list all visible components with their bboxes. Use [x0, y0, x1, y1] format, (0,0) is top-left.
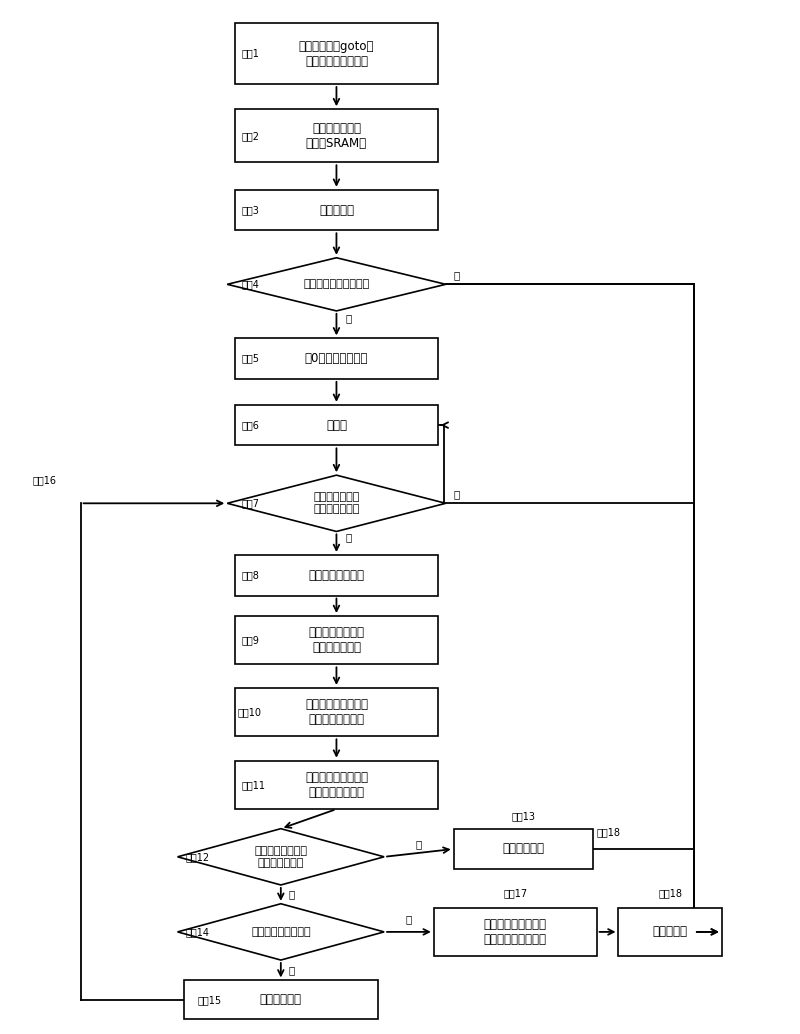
Text: 否: 否: [454, 489, 460, 499]
Text: 步骤11: 步骤11: [241, 780, 265, 790]
FancyBboxPatch shape: [454, 829, 593, 869]
FancyBboxPatch shape: [235, 110, 438, 162]
FancyBboxPatch shape: [235, 688, 438, 736]
Text: 是: 是: [346, 531, 352, 542]
Text: 取0状态的状态信息: 取0状态的状态信息: [305, 353, 368, 365]
Polygon shape: [227, 257, 446, 311]
Text: 把匹配结果与原始数
据包组合成新数据包: 把匹配结果与原始数 据包组合成新数据包: [484, 918, 546, 946]
Text: 取下一个字符: 取下一个字符: [260, 994, 302, 1006]
Polygon shape: [178, 904, 384, 960]
Text: 否: 否: [454, 270, 460, 280]
Text: 步骤4: 步骤4: [241, 279, 259, 290]
FancyBboxPatch shape: [235, 189, 438, 231]
Text: 新的字符是否在
有效字符范围内: 新的字符是否在 有效字符范围内: [314, 492, 360, 514]
Text: 接收数据包: 接收数据包: [319, 204, 354, 216]
Text: 步骤16: 步骤16: [33, 475, 57, 485]
Text: 依据取得的状态号计
算下一个状态地址: 依据取得的状态号计 算下一个状态地址: [305, 698, 368, 726]
Text: 否: 否: [289, 965, 295, 975]
Text: 步骤9: 步骤9: [241, 635, 259, 645]
Polygon shape: [178, 828, 384, 885]
FancyBboxPatch shape: [183, 980, 378, 1020]
Text: 步骤10: 步骤10: [237, 707, 261, 718]
Text: 步骤6: 步骤6: [241, 420, 259, 430]
Text: 是: 是: [346, 313, 352, 324]
FancyBboxPatch shape: [235, 761, 438, 810]
Text: 数据包是否匹配结束: 数据包是否匹配结束: [251, 926, 310, 937]
Text: 转发数据包: 转发数据包: [653, 925, 688, 939]
Text: 利用动态扩充goto函
数的方法生成规则库: 利用动态扩充goto函 数的方法生成规则库: [298, 39, 374, 67]
Text: 步骤18: 步骤18: [597, 827, 621, 838]
Polygon shape: [227, 476, 446, 531]
Text: 否: 否: [289, 889, 295, 900]
Text: 是: 是: [406, 914, 412, 924]
Text: 把生成的规则库
加载到SRAM中: 把生成的规则库 加载到SRAM中: [306, 122, 367, 150]
Text: 计算跳转表的地址: 计算跳转表的地址: [309, 569, 365, 582]
FancyBboxPatch shape: [434, 908, 597, 956]
Text: 步骤14: 步骤14: [186, 926, 210, 937]
Text: 步骤1: 步骤1: [241, 49, 259, 59]
Text: 是: 是: [416, 839, 422, 849]
FancyBboxPatch shape: [618, 908, 722, 956]
Text: 依据跳转表的地址
取下一个状态号: 依据跳转表的地址 取下一个状态号: [309, 627, 365, 655]
Text: 步骤15: 步骤15: [198, 995, 222, 1005]
FancyBboxPatch shape: [235, 555, 438, 596]
Text: 步骤2: 步骤2: [241, 130, 259, 141]
Text: 从状态信息中判断
该字符是否匹配: 从状态信息中判断 该字符是否匹配: [254, 846, 307, 868]
Text: 步骤12: 步骤12: [186, 852, 210, 861]
FancyBboxPatch shape: [235, 404, 438, 446]
Text: 依据计算的状态地址
取相应的状态信息: 依据计算的状态地址 取相应的状态信息: [305, 771, 368, 799]
Text: 步骤18: 步骤18: [658, 888, 682, 898]
Text: 步骤8: 步骤8: [241, 571, 259, 580]
Text: 取字符: 取字符: [326, 419, 347, 431]
FancyBboxPatch shape: [235, 23, 438, 84]
FancyBboxPatch shape: [235, 616, 438, 665]
Text: 步骤13: 步骤13: [511, 811, 535, 821]
Text: 记录匹配结果: 记录匹配结果: [502, 843, 544, 855]
Text: 该数据包是否需要匹配: 该数据包是否需要匹配: [303, 279, 370, 290]
Text: 步骤5: 步骤5: [241, 354, 259, 364]
Text: 步骤3: 步骤3: [241, 205, 259, 215]
Text: 步骤7: 步骤7: [241, 498, 259, 509]
FancyBboxPatch shape: [235, 338, 438, 379]
Text: 步骤17: 步骤17: [503, 888, 527, 898]
